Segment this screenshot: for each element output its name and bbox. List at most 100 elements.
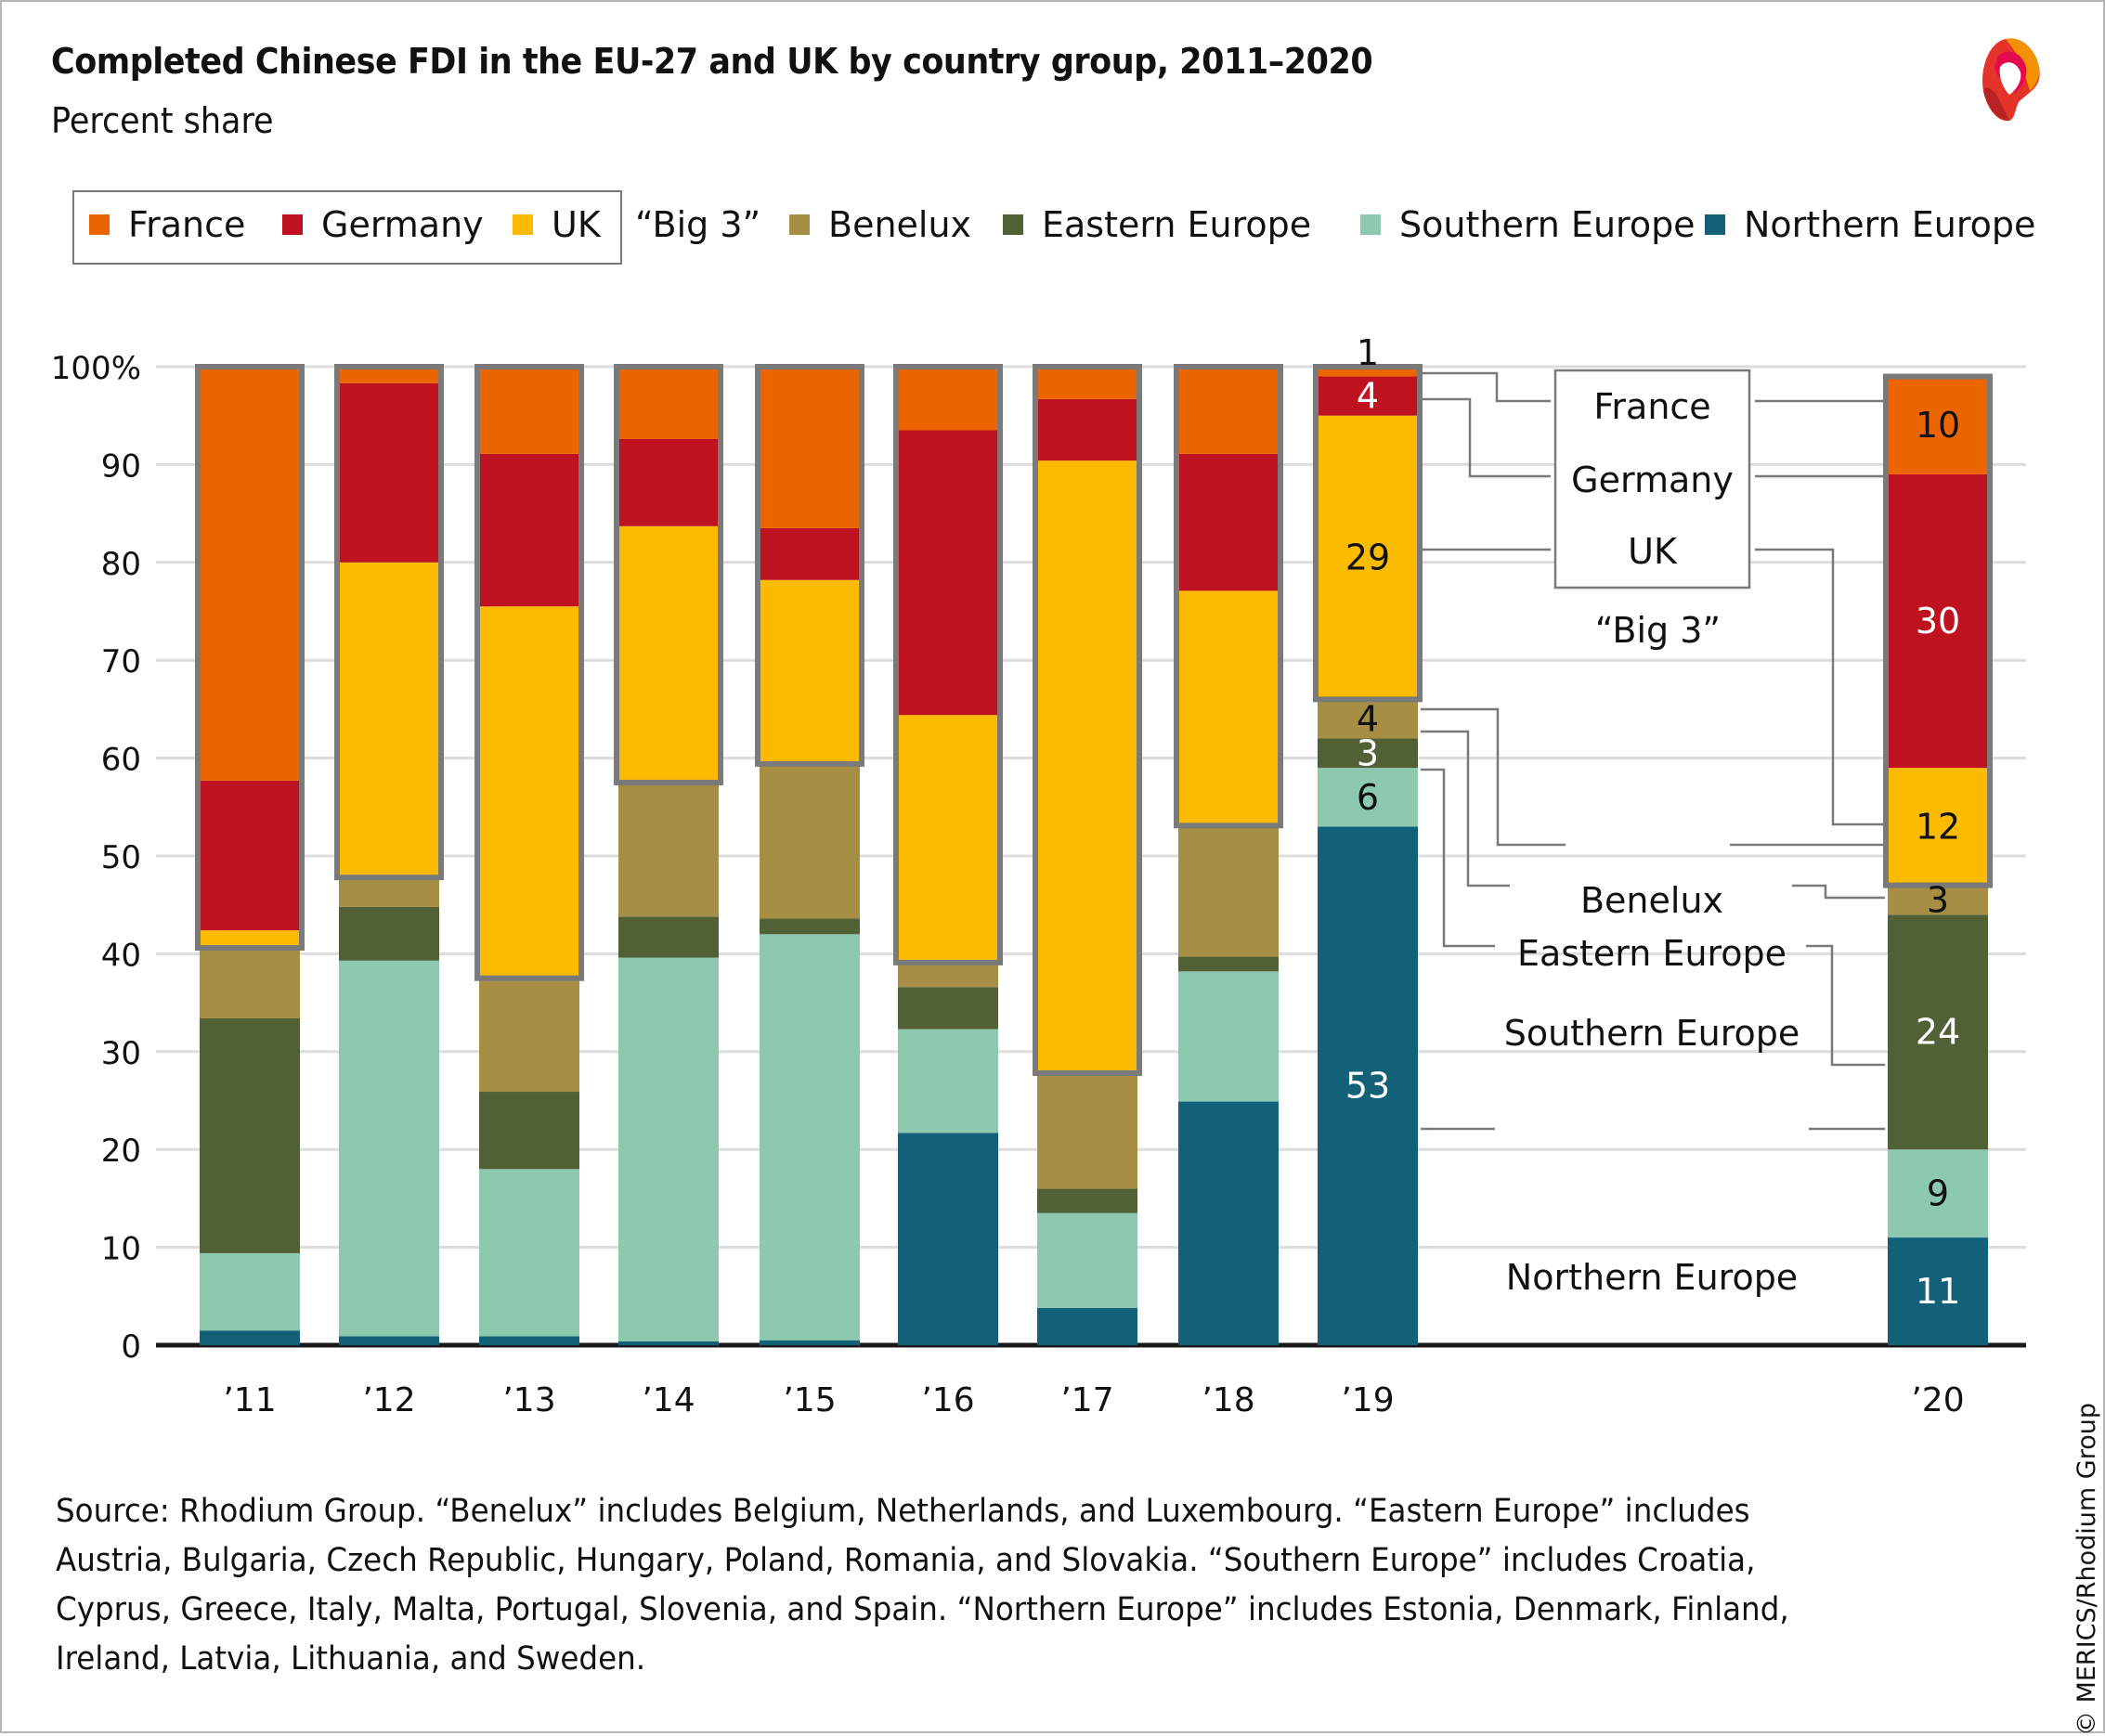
bar-segment-eastern-europe xyxy=(1888,914,1988,1150)
legend-label: Southern Europe xyxy=(1399,204,1696,245)
bar-segment-benelux xyxy=(618,782,719,917)
big3-outline xyxy=(334,364,444,881)
legend-label: Germany xyxy=(321,204,484,245)
legend-item-germany: Germany xyxy=(282,204,484,245)
bar-segment-germany xyxy=(898,430,998,716)
y-tick-label: 20 xyxy=(101,1133,141,1170)
legend-item-benelux: Benelux xyxy=(789,204,971,245)
legend-swatch-eastern-europe xyxy=(1003,214,1023,235)
connector-southern-2020 xyxy=(1806,944,1885,1067)
big3-label-box xyxy=(1553,369,1751,589)
big3-box-label: France xyxy=(1593,386,1710,427)
data-label: 3 xyxy=(1357,732,1379,773)
data-label: 4 xyxy=(1357,698,1379,739)
big3-caption: “Big 3” xyxy=(1595,610,1721,651)
bar-segment-uk xyxy=(200,930,300,949)
bar-segment-france xyxy=(339,367,439,383)
data-label: 3 xyxy=(1927,879,1949,920)
y-tick-label: 100% xyxy=(51,350,141,387)
data-label: 9 xyxy=(1927,1173,1949,1214)
connector-eastern-2020 xyxy=(1792,884,1885,900)
legend-item-southern-europe: Southern Europe xyxy=(1360,204,1696,245)
x-tick-label: ’12 xyxy=(362,1381,415,1419)
bar-segment-uk xyxy=(1888,768,1988,886)
bar-segment-france xyxy=(200,367,300,781)
big3-box-label: UK xyxy=(1628,531,1678,572)
big3-outline xyxy=(755,364,864,767)
chart-title: Completed Chinese FDI in the EU-27 and U… xyxy=(51,41,1373,82)
bar-segment-germany xyxy=(618,438,719,526)
y-tick-label: 30 xyxy=(101,1035,141,1072)
merics-logo-icon xyxy=(1982,38,2040,122)
bar-segment-germany xyxy=(200,780,300,931)
group-label: Benelux xyxy=(1580,880,1723,921)
connector-uk-2020 xyxy=(1755,548,1885,826)
bar-segment-benelux xyxy=(339,877,439,907)
bar-segment-benelux xyxy=(1318,699,1418,739)
bar-segment-northern-europe xyxy=(1888,1237,1988,1345)
connector-germany-2019 xyxy=(1421,397,1551,478)
big3-outline xyxy=(1883,373,1993,888)
chart-subtitle: Percent share xyxy=(51,100,274,141)
x-tick-label: ’13 xyxy=(502,1381,555,1419)
legend-swatch-northern-europe xyxy=(1705,214,1725,235)
legend-swatch-benelux xyxy=(789,214,810,235)
legend-item-uk: UK xyxy=(513,204,601,245)
bar-segment-northern-europe xyxy=(618,1341,719,1345)
legend-item-france: France xyxy=(89,204,245,245)
bar-segment-uk xyxy=(1318,415,1418,700)
data-label: 29 xyxy=(1345,538,1390,578)
bar-segment-northern-europe xyxy=(760,1340,860,1345)
bar-segment-southern-europe xyxy=(618,957,719,1341)
x-axis-ticks: ’11 ’12 ’13 ’14 ’15 ’16 ’17 ’18 ’19 ’20 xyxy=(223,1381,1964,1419)
bar-segment-eastern-europe xyxy=(339,906,439,961)
footnote-line: Ireland, Latvia, Lithuania, and Sweden. xyxy=(56,1640,646,1678)
big3-outline xyxy=(614,364,723,785)
bar-segment-france xyxy=(898,367,998,431)
bar-segment-france xyxy=(1888,376,1988,474)
connector-southern-2019 xyxy=(1421,768,1495,948)
data-label: 53 xyxy=(1345,1066,1390,1107)
x-tick-label: ’14 xyxy=(642,1381,695,1419)
big3-outline xyxy=(1313,364,1423,703)
group-label: Eastern Europe xyxy=(1517,933,1787,974)
data-label: 12 xyxy=(1916,806,1960,847)
bar-segment-eastern-europe xyxy=(898,987,998,1030)
bar-segment-eastern-europe xyxy=(1037,1188,1137,1213)
bar-segment-northern-europe xyxy=(1318,826,1418,1345)
data-label: 10 xyxy=(1916,405,1960,446)
bar-segment-southern-europe xyxy=(479,1169,579,1337)
y-tick-label: 80 xyxy=(101,546,141,583)
legend-swatch-southern-europe xyxy=(1360,214,1381,235)
legend-label: Eastern Europe xyxy=(1042,204,1312,245)
bar-segment-benelux xyxy=(200,948,300,1018)
footnote-line: Source: Rhodium Group. “Benelux” include… xyxy=(56,1493,1750,1530)
legend-label: France xyxy=(128,204,246,245)
y-tick-label: 70 xyxy=(101,643,141,680)
bar-segment-southern-europe xyxy=(1318,768,1418,827)
legend-swatch-uk xyxy=(513,214,533,235)
data-label: 4 xyxy=(1357,376,1379,417)
bar-segment-southern-europe xyxy=(898,1029,998,1134)
legend-swatch-germany xyxy=(282,214,303,235)
bar-segment-eastern-europe xyxy=(479,1092,579,1170)
data-label: 6 xyxy=(1357,777,1379,818)
data-label: 11 xyxy=(1916,1271,1960,1312)
legend-label: UK xyxy=(552,204,601,245)
bar-segment-eastern-europe xyxy=(1178,956,1279,972)
legend: France Germany UK “Big 3” Benelux Easter… xyxy=(0,186,2105,269)
connector-eastern-2019 xyxy=(1421,730,1510,887)
big3-outline xyxy=(1033,364,1142,1076)
bar-segment-france xyxy=(618,367,719,439)
data-label: 24 xyxy=(1916,1012,1960,1053)
legend-item-northern-europe: Northern Europe xyxy=(1705,204,2035,245)
bar-segment-northern-europe xyxy=(200,1330,300,1345)
bar-segment-uk xyxy=(339,562,439,878)
bar-segment-southern-europe xyxy=(1888,1149,1988,1238)
bar-segment-uk xyxy=(760,579,860,764)
bars xyxy=(195,364,1993,1345)
bar-segment-france xyxy=(1037,367,1137,399)
bar-segment-france xyxy=(1178,367,1279,454)
bar-segment-france xyxy=(479,367,579,454)
